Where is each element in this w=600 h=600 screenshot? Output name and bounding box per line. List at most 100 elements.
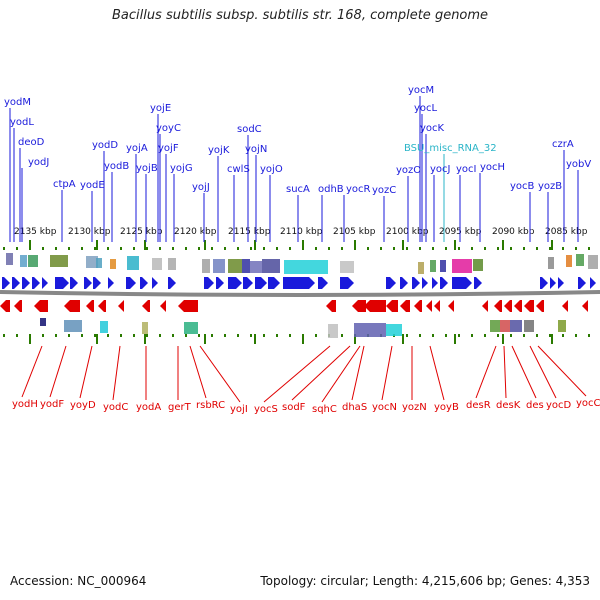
reverse-gene-arrow [86,300,94,312]
gene-label: yodJ [28,157,49,168]
reverse-gene-arrow [482,300,488,312]
gene-label: yozN [402,402,427,413]
gene-label: yodE [80,180,105,191]
reverse-gene-arrow [582,300,588,312]
domain-feature [328,324,338,338]
forward-gene-arrow [386,277,396,289]
reverse-gene-arrow [562,300,568,312]
forward-gene-arrow [474,277,482,289]
gene-label: yojA [126,143,148,154]
forward-gene-arrow [590,277,596,289]
gene-label: yojN [245,144,267,155]
domain-feature [40,318,46,326]
label-leader-line [21,345,43,398]
scale-label: 2100 kbp [386,227,429,237]
gene-label: yodL [10,117,34,128]
gene-label: sucA [286,184,310,195]
gene-label: yodC [103,402,128,413]
forward-gene-arrow [340,277,354,289]
reverse-gene-arrow [118,300,124,312]
domain-feature [354,323,386,337]
forward-gene-arrow [283,277,315,289]
domain-feature [524,320,534,332]
forward-gene-arrow [168,277,176,289]
forward-gene-arrow [255,277,267,289]
scale-label: 2135 kbp [14,227,57,237]
map-title: Bacillus subtilis subsp. subtilis str. 1… [111,8,489,23]
gene-label: yodF [40,399,64,410]
domain-feature [168,258,176,270]
domain-feature [473,259,483,271]
forward-gene-arrow [93,277,101,289]
forward-gene-arrow [550,277,556,289]
domain-feature [28,255,38,267]
gene-label: dhaS [342,402,367,413]
domain-feature [228,259,242,273]
gene-label: sodC [237,124,262,135]
gene-label: yocH [480,162,505,173]
forward-gene-arrow [22,277,30,289]
gene-label: desK [496,400,521,411]
label-leader-line [529,345,557,399]
reverse-gene-arrow [494,300,502,312]
domain-feature [96,258,102,268]
label-leader-line [199,345,241,403]
gene-label: yocI [456,164,476,175]
gene-label: yoyC [156,123,181,134]
gene-label: cwlS [227,164,250,175]
domain-feature [6,253,13,265]
scale-label: 2115 kbp [228,227,271,237]
domain-feature [510,320,522,332]
scale-label: 2105 kbp [333,227,376,237]
domain-feature [127,256,139,270]
gene-label: yocD [546,400,572,411]
gene-label: yoyD [70,400,96,411]
scale-label: 2125 kbp [120,227,163,237]
domain-feature [500,320,510,332]
gene-label: yodH [12,399,38,410]
reverse-gene-arrow [400,300,410,312]
gene-label: yojE [150,103,171,114]
gene-label: yocM [408,85,434,96]
domain-feature [250,261,262,273]
forward-gene-arrow [440,277,448,289]
domain-feature [20,255,27,267]
forward-gene-arrow [422,277,428,289]
domain-feature [558,320,566,332]
forward-gene-arrow [412,277,420,289]
scale-label: 2090 kbp [492,227,535,237]
domain-feature [64,320,82,332]
domain-feature [588,255,598,269]
forward-gene-arrow [318,277,328,289]
gene-label: yozC [372,185,396,196]
domain-feature [202,259,210,273]
label-leader-line [381,345,393,401]
label-leader-line [503,345,507,399]
label-leader-line [49,345,67,398]
label-leader-line [189,345,207,399]
scale-label: 2120 kbp [174,227,217,237]
forward-gene-arrow [432,277,438,289]
domain-feature [110,259,116,269]
reverse-gene-arrow [98,300,106,312]
forward-gene-arrow [70,277,78,289]
domain-feature [490,320,500,332]
gene-label: yojJ [192,182,210,193]
gene-label: sqhC [312,404,337,415]
gene-label: yoyB [434,402,459,413]
reverse-gene-arrow [160,300,166,312]
feature-tracks [6,253,598,338]
scale-labels: 2135 kbp 2130 kbp 2125 kbp 2120 kbp 2115 kbp… [14,227,588,237]
reverse-gene-arrow [524,300,534,312]
scale-ticks [3,240,590,344]
forward-gene-arrow [32,277,40,289]
label-leader-line [321,345,361,403]
genome-backbone [0,290,600,297]
reverse-gene-arrow [186,300,198,312]
forward-gene-arrow [243,277,253,289]
domain-feature [152,258,162,270]
gene-label: yozB [538,181,562,192]
gene-label: BSU_misc_RNA_32 [404,143,497,154]
domain-feature [430,260,436,272]
